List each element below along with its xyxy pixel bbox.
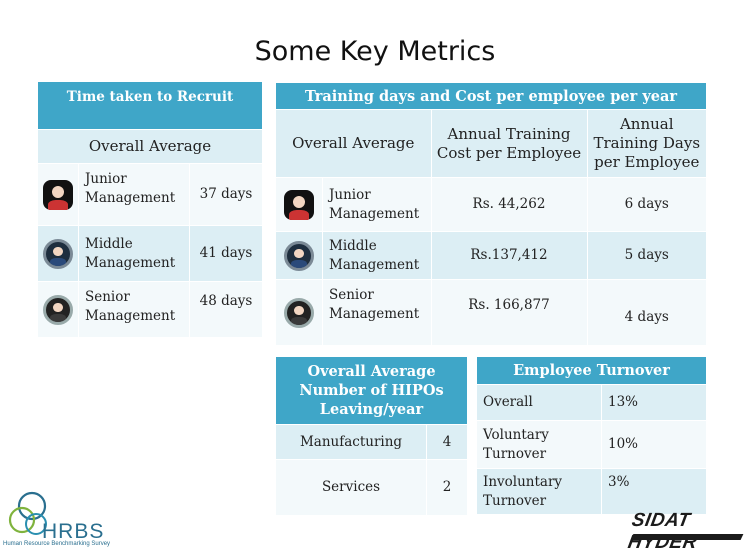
- turnover-row-value: 13%: [601, 384, 707, 421]
- training-row-cost: Rs. 166,877: [430, 279, 588, 346]
- turnover-row-label: Involuntary Turnover: [476, 468, 602, 515]
- senior-manager-icon: [284, 297, 314, 328]
- recruit-row-label: Senior Management: [78, 281, 190, 338]
- hipos-row-value: 4: [426, 424, 468, 460]
- table-row: Services 2: [275, 459, 468, 516]
- training-row-label: Junior Management: [322, 177, 432, 232]
- middle-manager-icon: [43, 238, 73, 269]
- training-col-cost: Annual Training Cost per Employee: [430, 109, 588, 178]
- table-row: Overall 13%: [476, 384, 707, 421]
- hipos-table: Overall Average Number of HIPOs Leaving/…: [275, 356, 468, 516]
- table-row: Senior Management 48 days: [37, 281, 263, 338]
- table-row: Involuntary Turnover 3%: [476, 468, 707, 515]
- training-header: Training days and Cost per employee per …: [275, 82, 707, 110]
- training-row-cost: Rs. 44,262: [430, 177, 588, 232]
- training-row-icon: [275, 231, 323, 280]
- recruit-table: Time taken to Recruit Overall Average Ju…: [37, 81, 263, 338]
- training-row-days: 5 days: [586, 231, 707, 280]
- recruit-overall: Overall Average: [37, 129, 263, 164]
- training-table: Training days and Cost per employee per …: [275, 82, 707, 346]
- training-row-label: Middle Management: [322, 231, 432, 280]
- training-row-icon: [275, 177, 323, 232]
- hipos-row-value: 2: [426, 459, 468, 516]
- table-row: Senior Management Rs. 166,877 4 days: [275, 279, 707, 346]
- table-row: Manufacturing 4: [275, 424, 468, 460]
- table-row: Voluntary Turnover 10%: [476, 420, 707, 469]
- sidat-hyder-logo: SIDAT HYDER: [626, 510, 700, 553]
- recruit-header: Time taken to Recruit: [37, 81, 263, 130]
- training-col-days: Annual Training Days per Employee: [586, 109, 707, 178]
- turnover-row-label: Overall: [476, 384, 602, 421]
- hrbs-logo-subtitle: Human Resource Benchmarking Survey: [3, 541, 111, 547]
- recruit-row-icon: [37, 163, 79, 226]
- recruit-row-value: 41 days: [189, 225, 263, 282]
- table-row: Middle Management 41 days: [37, 225, 263, 282]
- hrbs-logo-icon: [8, 491, 47, 535]
- training-row-cost: Rs.137,412: [430, 231, 588, 280]
- junior-manager-icon: [284, 189, 314, 220]
- turnover-row-label: Voluntary Turnover: [476, 420, 602, 469]
- hipos-row-label: Manufacturing: [275, 424, 427, 460]
- training-row-label: Senior Management: [322, 279, 432, 346]
- hrbs-logo-text: HRBS: [42, 520, 105, 543]
- middle-manager-icon: [284, 240, 314, 271]
- recruit-row-icon: [37, 281, 79, 338]
- turnover-row-value: 10%: [601, 420, 707, 469]
- recruit-row-icon: [37, 225, 79, 282]
- recruit-row-label: Middle Management: [78, 225, 190, 282]
- training-row-days: 6 days: [586, 177, 707, 232]
- table-row: Junior Management Rs. 44,262 6 days: [275, 177, 707, 232]
- hipos-header: Overall Average Number of HIPOs Leaving/…: [275, 356, 468, 425]
- training-row-icon: [275, 279, 323, 346]
- hipos-row-label: Services: [275, 459, 427, 516]
- turnover-row-value: 3%: [601, 468, 707, 515]
- turnover-table: Employee Turnover Overall 13% Voluntary …: [476, 356, 707, 515]
- recruit-row-value: 37 days: [189, 163, 263, 226]
- turnover-header: Employee Turnover: [476, 356, 707, 385]
- slide-title: Some Key Metrics: [254, 36, 496, 67]
- table-row: Junior Management 37 days: [37, 163, 263, 226]
- training-row-days: 4 days: [586, 279, 707, 346]
- training-overall: Overall Average: [275, 109, 432, 178]
- recruit-row-value: 48 days: [189, 281, 263, 338]
- sidat-hyder-logo-bar: [630, 534, 744, 540]
- junior-manager-icon: [43, 179, 73, 210]
- senior-manager-icon: [43, 294, 73, 325]
- recruit-row-label: Junior Management: [78, 163, 190, 226]
- table-row: Middle Management Rs.137,412 5 days: [275, 231, 707, 280]
